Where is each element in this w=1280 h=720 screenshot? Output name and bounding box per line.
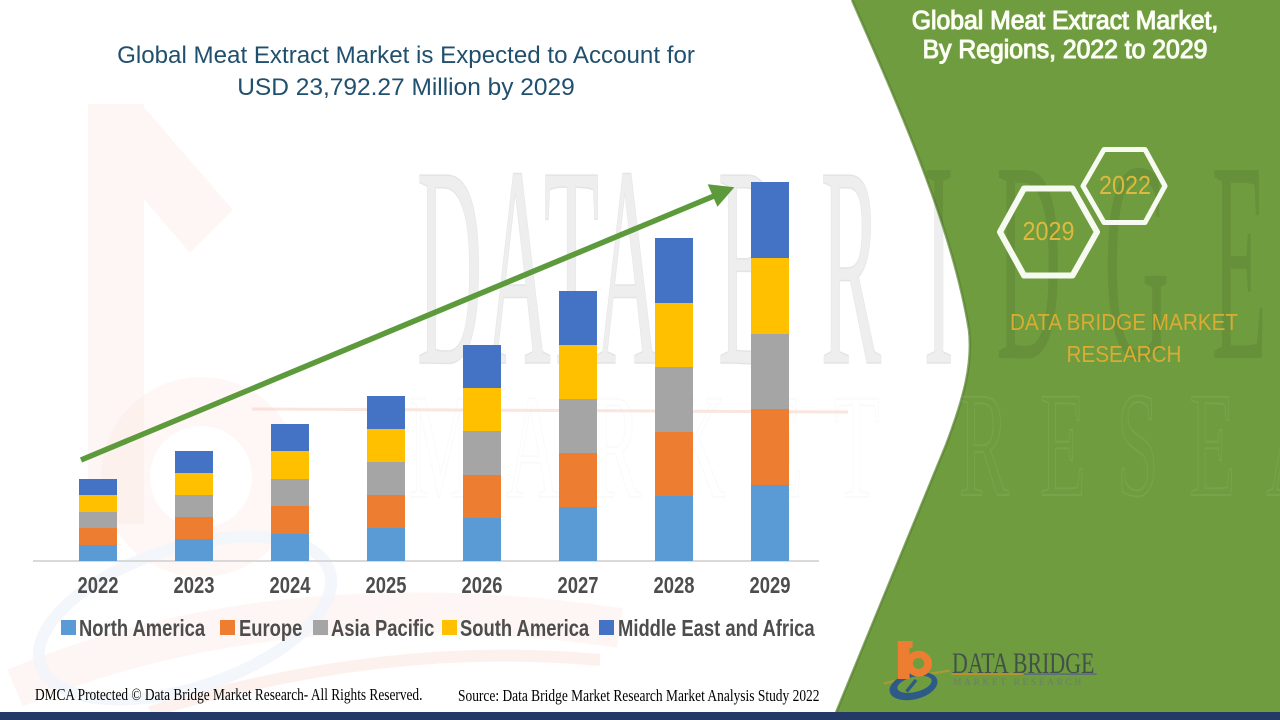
svg-text:DATA: DATA <box>417 103 663 421</box>
svg-text:MARKET RESEARCH: MARKET RESEARCH <box>408 361 1280 528</box>
